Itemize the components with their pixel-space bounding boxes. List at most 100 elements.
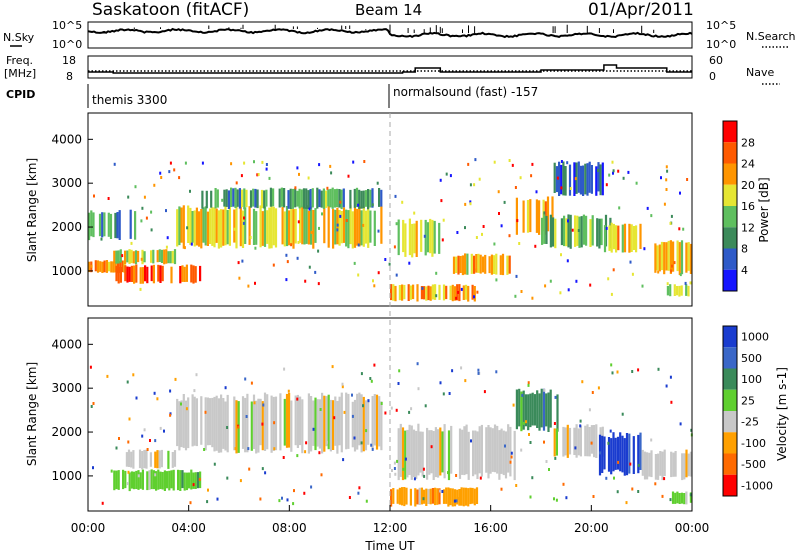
range-time-cell	[310, 396, 313, 452]
range-time-cell	[278, 188, 281, 208]
range-time-cell	[373, 210, 376, 246]
scatter-cell	[567, 288, 570, 292]
range-time-cell	[610, 438, 613, 475]
range-time-cell	[522, 200, 525, 233]
range-time-cell	[358, 206, 361, 247]
scatter-cell	[126, 482, 129, 486]
range-time-cell	[117, 250, 120, 264]
colorbar-swatch	[723, 142, 737, 164]
colorbar-tick-label: -100	[741, 437, 766, 450]
range-time-cell	[205, 190, 208, 209]
range-time-cell	[689, 492, 692, 503]
range-time-cell	[654, 454, 657, 480]
range-time-cell	[274, 208, 278, 248]
range-time-cell	[356, 208, 359, 246]
range-time-cell	[380, 401, 383, 451]
scatter-cell	[544, 284, 547, 288]
range-time-cell	[118, 210, 121, 240]
scatter-cell	[579, 424, 582, 428]
range-time-cell	[566, 424, 569, 458]
range-time-cell	[612, 432, 615, 472]
range-time-cell	[493, 255, 496, 274]
scatter-cell	[597, 169, 599, 172]
range-time-cell	[619, 432, 622, 472]
range-time-cell	[464, 284, 468, 300]
scatter-cell	[689, 493, 692, 497]
range-time-cell	[585, 215, 588, 246]
scatter-cell	[360, 441, 363, 445]
scatter-cell	[627, 170, 630, 174]
scatter-cell	[317, 282, 320, 286]
scatter-cell	[629, 462, 632, 466]
range-time-cell	[187, 397, 190, 449]
scatter-cell	[553, 497, 555, 501]
range-time-cell	[289, 188, 292, 209]
range-time-cell	[291, 188, 294, 209]
scatter-cell	[135, 396, 138, 400]
nsky-trace	[87, 27, 693, 39]
scatter-cell	[404, 457, 407, 461]
range-time-cell	[396, 489, 399, 504]
range-time-cell	[137, 250, 140, 263]
scatter-cell	[690, 428, 693, 432]
range-time-cell	[574, 215, 577, 247]
range-time-cell	[139, 267, 142, 284]
colorbar-swatch	[723, 347, 737, 369]
range-time-cell	[213, 207, 216, 248]
scatter-cell	[394, 472, 397, 476]
range-time-cell	[669, 284, 672, 297]
range-time-cell	[676, 240, 679, 272]
range-time-cell	[235, 206, 238, 249]
scatter-cell	[168, 170, 171, 174]
scatter-cell	[296, 166, 299, 170]
scatter-cell	[213, 462, 216, 466]
range-time-cell	[96, 260, 100, 273]
range-time-cell	[172, 469, 175, 491]
scatter-cell	[373, 363, 376, 367]
scatter-cell	[380, 402, 383, 405]
range-time-cell	[294, 188, 297, 208]
scatter-cell	[611, 160, 614, 164]
scatter-cell	[447, 471, 449, 475]
scatter-cell	[89, 365, 92, 369]
scatter-cell	[92, 402, 95, 405]
range-time-cell	[464, 487, 468, 506]
scatter-cell	[216, 497, 219, 501]
range-time-cell	[122, 469, 125, 490]
scatter-cell	[201, 161, 204, 165]
scatter-cell	[665, 384, 668, 388]
range-time-cell	[257, 398, 260, 453]
range-time-cell	[475, 254, 478, 273]
scatter-cell	[243, 161, 246, 165]
scatter-cell	[238, 276, 241, 280]
range-time-cell	[496, 425, 499, 474]
scatter-cell	[143, 428, 146, 432]
range-time-cell	[542, 388, 546, 431]
scatter-cell	[106, 374, 109, 378]
scatter-cell	[516, 219, 519, 223]
range-time-cell	[150, 250, 153, 263]
range-time-cell	[371, 188, 374, 208]
range-time-cell	[643, 451, 647, 480]
range-time-cell	[427, 488, 430, 504]
range-time-cell	[139, 472, 142, 489]
range-time-cell	[112, 261, 115, 273]
range-time-cell	[575, 424, 578, 458]
scatter-cell	[592, 438, 595, 442]
range-time-cell	[226, 210, 229, 245]
scatter-cell	[150, 228, 153, 232]
range-time-cell	[135, 264, 138, 283]
scatter-cell	[560, 186, 563, 190]
range-time-cell	[457, 255, 460, 275]
range-time-cell	[345, 209, 348, 247]
range-time-cell	[190, 264, 193, 283]
scatter-cell	[253, 160, 255, 164]
scatter-cell	[529, 495, 532, 499]
range-time-cell	[416, 284, 419, 302]
range-time-cell	[349, 189, 352, 209]
range-time-cell	[127, 449, 131, 467]
range-time-cell	[285, 393, 289, 448]
colorbar-tick-label: 8	[741, 243, 748, 256]
scatter-cell	[605, 476, 608, 480]
